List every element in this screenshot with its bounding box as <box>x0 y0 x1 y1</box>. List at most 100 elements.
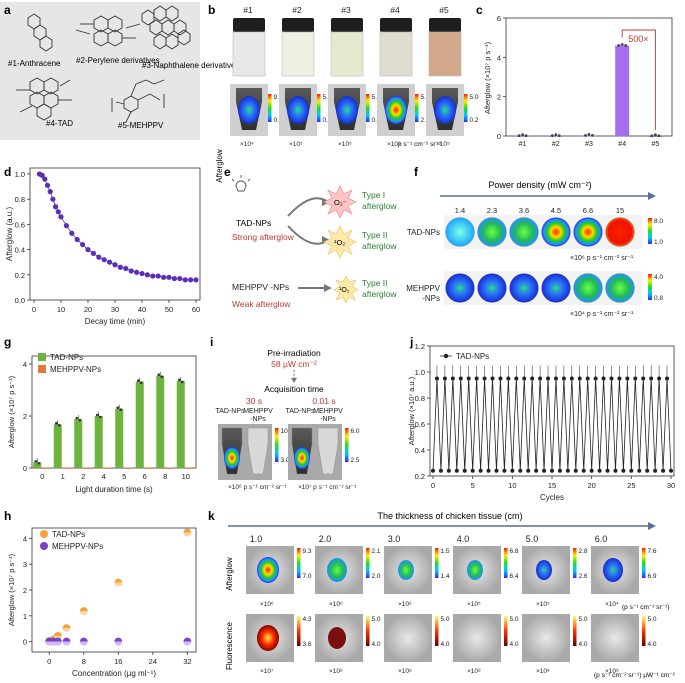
j-point-38 <box>581 468 586 473</box>
h-ytick-label-4: 4 <box>23 534 27 543</box>
j-point-20 <box>510 468 515 473</box>
d-point-11 <box>74 236 80 243</box>
h-point-top-1-2 <box>53 637 62 642</box>
g-bar-1-6 <box>165 467 174 469</box>
k-images: 1.0 9.3 7.0 ×10⁶ 4.3 3.6 ×10⁷ 2.0 2.1 2.0 ×10⁶ 5.0 4… <box>246 534 657 675</box>
j-point-54 <box>645 468 650 473</box>
k-af-mult-3: ×10⁵ <box>467 601 481 608</box>
k-thickness-3: 4.0 <box>457 534 470 544</box>
h-ytick-label-1: 1 <box>23 612 27 621</box>
g-bar-1-0 <box>42 467 51 469</box>
i-scale-0-max: 10.0 <box>281 428 294 435</box>
panel-k: k The thickness of chicken tissue (cm) A… <box>208 509 676 679</box>
f-scale-0-bar <box>648 218 652 244</box>
g-xtick-label-5: 6 <box>143 472 147 481</box>
g-pt-b-7 <box>180 380 184 384</box>
j-point-14 <box>486 468 491 473</box>
k-af-scale-5-min: 6.9 <box>648 573 657 580</box>
j-point-60 <box>669 468 673 473</box>
h-xtick-label-2: 16 <box>114 657 122 666</box>
mehppv-structure <box>111 79 165 123</box>
k-thickness-1: 2.0 <box>319 534 332 544</box>
j-point-35 <box>569 376 574 381</box>
j-point-0 <box>431 468 435 473</box>
d-ytick-label-0: 0.0 <box>15 296 25 305</box>
d-xlabel: Decay time (min) <box>85 317 146 326</box>
j-point-23 <box>522 376 527 381</box>
c-ylabel: Afterglow (×10⁷ p s⁻¹) <box>483 41 492 114</box>
e-arrowhead-3 <box>324 284 332 292</box>
h-ytick-label-0: 0 <box>23 638 27 647</box>
g-xtick-label-4: 5 <box>122 472 126 481</box>
g-pt-b-2 <box>78 418 82 422</box>
j-point-30 <box>550 468 554 473</box>
j-point-2 <box>438 468 443 473</box>
d-point-29 <box>171 275 177 282</box>
k-af-spot-2 <box>398 560 414 580</box>
k-thickness-5: 6.0 <box>595 534 608 544</box>
f-spot-0-3 <box>541 217 571 247</box>
i-tube-0-1 <box>247 427 269 475</box>
k-fl-bg-5 <box>591 614 639 662</box>
i-mult-1: ×10⁷ p s⁻¹ cm⁻² sr⁻¹ <box>298 484 357 491</box>
k-fl-scale-0-max: 4.3 <box>303 616 312 623</box>
b-spot-3 <box>336 96 358 124</box>
j-point-46 <box>613 468 618 473</box>
h-xtick-label-4: 32 <box>183 657 191 666</box>
k-af-scale-1-bar <box>366 548 370 578</box>
panel-i: i Pre-irradiation 58 μW cm⁻² Acquisition… <box>210 335 360 491</box>
j-ytick-label-2: 0.6 <box>415 420 425 429</box>
j-point-37 <box>577 376 582 381</box>
k-fl-scale-4-min: 4.0 <box>579 641 588 648</box>
j-point-50 <box>629 468 634 473</box>
d-xtick-label-6: 60 <box>192 305 200 314</box>
b-scale-2-max: 5.0 <box>323 94 332 101</box>
h-legend-marker-0 <box>40 530 48 538</box>
c-point-4-2 <box>620 43 624 46</box>
g-xtick-label-6: 8 <box>163 472 167 481</box>
j-point-22 <box>518 468 523 473</box>
b-vial-number-5: #5 <box>439 5 449 15</box>
g-ylabel: Afterglow (×10⁷ p s⁻¹) <box>7 375 16 448</box>
j-point-6 <box>454 468 459 473</box>
f-scale-0-max: 8.0 <box>654 218 663 225</box>
h-xtick-label-1: 8 <box>82 657 86 666</box>
j-point-5 <box>450 376 455 381</box>
d-xtick-label-0: 0 <box>32 305 36 314</box>
c-point-5-3 <box>657 134 661 138</box>
g-bar-0-4 <box>115 408 124 468</box>
k-fl-mult-2: ×10⁸ <box>398 668 412 675</box>
i-scale-0-bar <box>275 428 279 462</box>
j-point-59 <box>665 376 670 381</box>
h-point-top-1-4 <box>79 637 88 642</box>
d-ytick-label-5: 1.0 <box>15 170 25 179</box>
i-spot-0 <box>224 447 240 469</box>
panel-c: c 0 2 4 6 Afterglow (×10⁷ p s⁻¹) #1 #2 #3 #4 #5 50… <box>476 3 673 148</box>
d-point-15 <box>96 254 102 260</box>
d-point-4 <box>47 189 53 195</box>
f-arrowhead <box>648 192 656 200</box>
panel-k-label: k <box>208 509 215 523</box>
k-fl-scale-3-min: 4.0 <box>510 641 519 648</box>
c-point-2-2 <box>554 133 558 137</box>
h-point-top-0-5 <box>114 578 123 583</box>
h-point-bot-0-3 <box>62 628 71 633</box>
i-scale-1-bar <box>345 428 349 462</box>
tad-structure <box>16 77 72 121</box>
f-spot-0-2 <box>509 217 539 247</box>
d-ylabel: Afterglow (a.u.) <box>5 207 14 262</box>
j-point-42 <box>597 468 602 473</box>
j-frame <box>429 345 675 477</box>
k-af-mult-4: ×10⁵ <box>536 601 550 608</box>
c-bar-3 <box>582 135 596 137</box>
k-fl-scale-4-max: 5.0 <box>579 616 588 623</box>
molecule-label-3: #3-Naphthalene derivatives <box>142 61 239 70</box>
g-pt-b-1 <box>57 424 61 427</box>
g-bar-0-1 <box>53 424 62 468</box>
d-point-2 <box>42 176 48 182</box>
panel-f-label: f <box>414 165 419 179</box>
f-spot-0-1 <box>477 217 507 247</box>
h-ytick-label-3: 3 <box>23 560 27 569</box>
c-ytick-label-1: 2 <box>497 93 501 102</box>
